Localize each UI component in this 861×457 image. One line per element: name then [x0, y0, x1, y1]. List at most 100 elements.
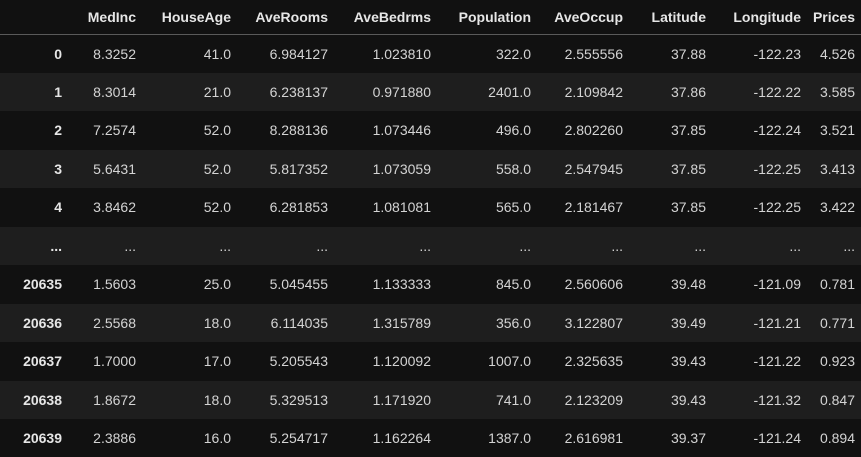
table-cell: 18.0: [203, 391, 231, 408]
table-cell: 0.847: [819, 391, 855, 408]
row-index: ...: [50, 237, 62, 254]
column-header-prices: Prices: [807, 0, 861, 35]
table-cell: ...: [219, 237, 231, 254]
table-cell: -121.21: [753, 314, 801, 331]
header-row: MedInc HouseAge AveRooms AveBedrms Popul…: [0, 0, 861, 35]
column-header-longitude: Longitude: [712, 0, 807, 35]
table-cell: 37.85: [670, 122, 706, 139]
index-header: [0, 0, 68, 35]
table-cell: ...: [419, 237, 431, 254]
table-cell: 2.3886: [93, 430, 136, 447]
row-index: 20638: [23, 391, 62, 408]
table-cell: 6.281853: [269, 199, 328, 216]
table-cell: 1.073059: [372, 160, 431, 177]
table-cell: 1.171920: [372, 391, 431, 408]
table-cell: 0.894: [819, 430, 855, 447]
table-cell: 1.162264: [372, 430, 431, 447]
table-cell: 845.0: [495, 276, 531, 293]
column-header-avebedrms: AveBedrms: [334, 0, 437, 35]
table-cell: 5.6431: [93, 160, 136, 177]
table-cell: ...: [611, 237, 623, 254]
table-cell: 4.526: [819, 45, 855, 62]
table-row: 20635 1.5603 25.0 5.045455 1.133333 845.0 2.56…: [0, 265, 861, 304]
table-header: MedInc HouseAge AveRooms AveBedrms Popul…: [0, 0, 861, 35]
table-row: 3 5.6431 52.0 5.817352 1.073059 558.0 2.547945…: [0, 149, 861, 188]
table-cell: 52.0: [203, 122, 231, 139]
table-cell: ...: [316, 237, 328, 254]
table-cell: -122.25: [753, 160, 801, 177]
table-cell: 2.560606: [564, 276, 623, 293]
table-cell: 17.0: [203, 353, 231, 370]
table-row: 20636 2.5568 18.0 6.114035 1.315789 356.0 3.12…: [0, 303, 861, 342]
table-cell: 39.43: [670, 353, 706, 370]
table-cell: 52.0: [203, 160, 231, 177]
table-row: 20637 1.7000 17.0 5.205543 1.120092 1007.0 2.3…: [0, 342, 861, 381]
table-cell: 1.5603: [93, 276, 136, 293]
table-cell: 5.045455: [269, 276, 328, 293]
table-cell: 41.0: [203, 45, 231, 62]
table-cell: -121.24: [753, 430, 801, 447]
table-cell: 37.85: [670, 160, 706, 177]
table-cell: 496.0: [495, 122, 531, 139]
table-cell: 2.181467: [564, 199, 623, 216]
table-cell: 37.88: [670, 45, 706, 62]
table-cell: 5.205543: [269, 353, 328, 370]
table-cell: -121.22: [753, 353, 801, 370]
table-body: 0 8.3252 41.0 6.984127 1.023810 322.0 2.555556…: [0, 34, 861, 457]
table-cell: 3.521: [819, 122, 855, 139]
row-index: 20636: [23, 314, 62, 331]
table-cell: 7.2574: [93, 122, 136, 139]
table-cell: 565.0: [495, 199, 531, 216]
table-cell: 1.073446: [372, 122, 431, 139]
table-cell: ...: [519, 237, 531, 254]
table-cell: 2.616981: [564, 430, 623, 447]
table-cell: 2.555556: [564, 45, 623, 62]
table-cell: 5.329513: [269, 391, 328, 408]
table-cell: 3.585: [819, 83, 855, 100]
table-row: 0 8.3252 41.0 6.984127 1.023810 322.0 2.555556…: [0, 34, 861, 73]
table-cell: 1.120092: [372, 353, 431, 370]
table-cell: 2.325635: [564, 353, 623, 370]
table-cell: 1.7000: [93, 353, 136, 370]
row-index: 4: [54, 199, 62, 216]
column-header-houseage: HouseAge: [142, 0, 237, 35]
table-cell: 39.43: [670, 391, 706, 408]
table-cell: 3.8462: [93, 199, 136, 216]
table-cell: -122.23: [753, 45, 801, 62]
row-index: 2: [54, 122, 62, 139]
table-cell: 0.771: [819, 314, 855, 331]
table-cell: 1.133333: [372, 276, 431, 293]
table-row: 20639 2.3886 16.0 5.254717 1.162264 1387.0 2.6…: [0, 419, 861, 457]
table-cell: 6.238137: [269, 83, 328, 100]
table-cell: -122.22: [753, 83, 801, 100]
column-header-latitude: Latitude: [629, 0, 712, 35]
table-cell: 1.315789: [372, 314, 431, 331]
table-cell: 6.984127: [269, 45, 328, 62]
table-cell: 0.923: [819, 353, 855, 370]
row-index: 20637: [23, 353, 62, 370]
table-row: 20638 1.8672 18.0 5.329513 1.171920 741.0 2.12…: [0, 380, 861, 419]
table-cell: 1.8672: [93, 391, 136, 408]
table-row: ..............................: [0, 226, 861, 265]
table-cell: 322.0: [495, 45, 531, 62]
table-cell: 2.109842: [564, 83, 623, 100]
table-cell: 741.0: [495, 391, 531, 408]
table-cell: 1.081081: [372, 199, 431, 216]
table-cell: 2401.0: [488, 83, 531, 100]
table-cell: 3.122807: [564, 314, 623, 331]
table-cell: ...: [789, 237, 801, 254]
table-cell: -122.24: [753, 122, 801, 139]
table-cell: 3.413: [819, 160, 855, 177]
column-header-medinc: MedInc: [68, 0, 142, 35]
table-cell: ...: [843, 237, 855, 254]
table-cell: 8.3252: [93, 45, 136, 62]
table-cell: 39.49: [670, 314, 706, 331]
table-cell: ...: [694, 237, 706, 254]
table-cell: ...: [124, 237, 136, 254]
table-row: 1 8.3014 21.0 6.238137 0.971880 2401.0 2.10984…: [0, 72, 861, 111]
table-cell: 25.0: [203, 276, 231, 293]
table-cell: 37.85: [670, 199, 706, 216]
table-cell: 6.114035: [270, 314, 328, 331]
